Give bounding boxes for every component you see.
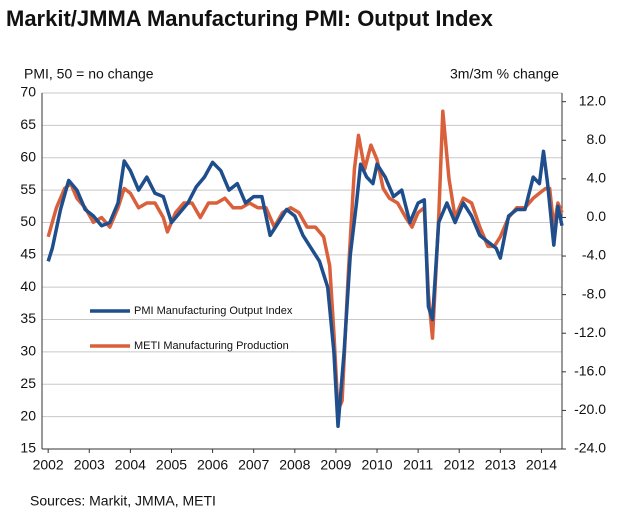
legend-label: METI Manufacturing Production bbox=[134, 340, 289, 352]
y-tick-label: 70 bbox=[20, 84, 36, 100]
y-axis-label: PMI, 50 = no change bbox=[24, 66, 154, 82]
y-tick-label: 35 bbox=[20, 310, 36, 326]
x-tick-label: 2012 bbox=[444, 457, 475, 473]
y2-tick-label: 0.0 bbox=[587, 208, 607, 224]
y2-tick-label: -24.0 bbox=[574, 440, 606, 456]
chart-title: Markit/JMMA Manufacturing PMI: Output In… bbox=[6, 6, 494, 31]
x-tick-label: 2013 bbox=[485, 457, 516, 473]
y-tick-label: 50 bbox=[20, 213, 36, 229]
x-tick-label: 2009 bbox=[320, 457, 351, 473]
y-tick-label: 65 bbox=[20, 116, 36, 132]
y2-tick-label: -4.0 bbox=[582, 247, 606, 263]
y2-tick-label: -8.0 bbox=[582, 285, 606, 301]
source: Sources: Markit, JMMA, METI bbox=[30, 493, 216, 509]
y-tick-label: 40 bbox=[20, 278, 36, 294]
series-line bbox=[46, 109, 564, 413]
y-tick-label: 15 bbox=[20, 440, 36, 456]
x-tick-label: 2003 bbox=[74, 457, 105, 473]
y2-tick-label: 12.0 bbox=[579, 92, 606, 108]
x-tick-label: 2006 bbox=[197, 457, 228, 473]
y-tick-label: 55 bbox=[20, 181, 36, 197]
y2-tick-label: 8.0 bbox=[587, 131, 607, 147]
x-tick-label: 2002 bbox=[33, 457, 64, 473]
x-tick-label: 2007 bbox=[238, 457, 269, 473]
series-line bbox=[46, 149, 564, 429]
x-tick-label: 2008 bbox=[279, 457, 310, 473]
y2-tick-label: -16.0 bbox=[574, 363, 606, 379]
x-tick-label: 2014 bbox=[526, 457, 557, 473]
x-tick-label: 2011 bbox=[403, 457, 433, 473]
y-tick-label: 20 bbox=[20, 407, 36, 423]
y2-tick-label: -12.0 bbox=[574, 324, 606, 340]
y2-axis-label: 3m/3m % change bbox=[450, 66, 559, 82]
legend-label: PMI Manufacturing Output Index bbox=[134, 305, 293, 317]
x-tick-label: 2010 bbox=[361, 457, 392, 473]
y2-tick-label: -20.0 bbox=[574, 401, 606, 417]
x-tick-label: 2005 bbox=[156, 457, 187, 473]
y-tick-label: 60 bbox=[20, 148, 36, 164]
y-tick-label: 25 bbox=[20, 375, 36, 391]
x-tick-label: 2004 bbox=[115, 457, 146, 473]
y-tick-label: 30 bbox=[20, 343, 36, 359]
y2-tick-label: 4.0 bbox=[587, 170, 607, 186]
y-tick-label: 45 bbox=[20, 246, 36, 262]
